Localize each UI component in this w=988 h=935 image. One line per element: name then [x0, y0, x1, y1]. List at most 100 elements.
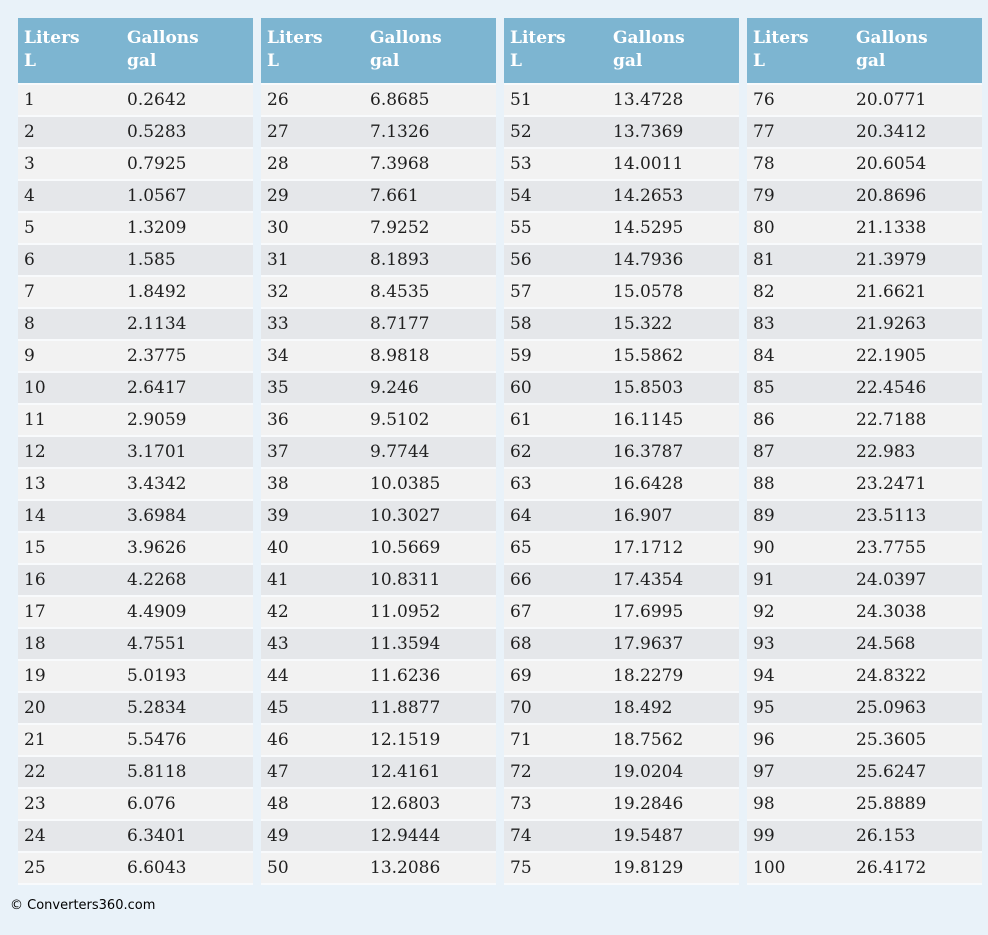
- liters-cell: 29: [261, 180, 366, 213]
- gallons-unit: gal: [613, 50, 643, 71]
- liters-cell: 82: [747, 276, 852, 309]
- liters-cell: 72: [504, 756, 609, 789]
- gallons-cell: 16.3787: [609, 436, 739, 469]
- gallons-cell: 23.5113: [852, 500, 982, 533]
- table-row: 78 20.6054: [747, 148, 982, 181]
- gallons-cell: 22.1905: [852, 340, 982, 373]
- gallons-column-header: Gallons gal: [123, 18, 253, 85]
- liters-cell: 35: [261, 372, 366, 405]
- liters-cell: 71: [504, 724, 609, 757]
- table-row: 95 25.0963: [747, 692, 982, 725]
- liters-cell: 94: [747, 660, 852, 693]
- table-row: 39 10.3027: [261, 500, 496, 533]
- table-row: 5 1.3209: [18, 212, 253, 245]
- gallons-cell: 3.9626: [123, 532, 253, 565]
- gallons-cell: 25.0963: [852, 692, 982, 725]
- gallons-cell: 7.3968: [366, 148, 496, 181]
- liters-cell: 92: [747, 596, 852, 629]
- liters-cell: 64: [504, 500, 609, 533]
- liters-cell: 93: [747, 628, 852, 661]
- table-row: 16 4.2268: [18, 564, 253, 597]
- liters-cell: 86: [747, 404, 852, 437]
- liters-cell: 74: [504, 820, 609, 853]
- table-row: 54 14.2653: [504, 180, 739, 213]
- table-row: 3 0.7925: [18, 148, 253, 181]
- gallons-column-header: Gallons gal: [852, 18, 982, 85]
- gallons-cell: 25.8889: [852, 788, 982, 821]
- table-row: 59 15.5862: [504, 340, 739, 373]
- liters-cell: 41: [261, 564, 366, 597]
- gallons-cell: 1.585: [123, 244, 253, 277]
- liters-cell: 84: [747, 340, 852, 373]
- liters-cell: 91: [747, 564, 852, 597]
- table-row: 83 21.9263: [747, 308, 982, 341]
- gallons-cell: 20.6054: [852, 148, 982, 181]
- gallons-unit: gal: [370, 50, 400, 71]
- table-row: 47 12.4161: [261, 756, 496, 789]
- liters-cell: 5: [18, 212, 123, 245]
- liters-cell: 3: [18, 148, 123, 181]
- table-row: 13 3.4342: [18, 468, 253, 501]
- table-row: 22 5.8118: [18, 756, 253, 789]
- liters-cell: 20: [18, 692, 123, 725]
- gallons-cell: 22.4546: [852, 372, 982, 405]
- gallons-cell: 23.7755: [852, 532, 982, 565]
- table-row: 50 13.2086: [261, 852, 496, 885]
- gallons-cell: 4.2268: [123, 564, 253, 597]
- gallons-cell: 5.5476: [123, 724, 253, 757]
- liters-column-header: Liters L: [261, 18, 366, 85]
- liters-cell: 43: [261, 628, 366, 661]
- table-row: 55 14.5295: [504, 212, 739, 245]
- gallons-cell: 14.0011: [609, 148, 739, 181]
- table-row: 62 16.3787: [504, 436, 739, 469]
- liters-cell: 15: [18, 532, 123, 565]
- table-row: 36 9.5102: [261, 404, 496, 437]
- table-row: 14 3.6984: [18, 500, 253, 533]
- table-row: 34 8.9818: [261, 340, 496, 373]
- table-row: 44 11.6236: [261, 660, 496, 693]
- liters-cell: 73: [504, 788, 609, 821]
- table-row: 76 20.0771: [747, 84, 982, 117]
- table-row: 69 18.2279: [504, 660, 739, 693]
- gallons-cell: 10.3027: [366, 500, 496, 533]
- gallons-cell: 11.3594: [366, 628, 496, 661]
- liters-cell: 22: [18, 756, 123, 789]
- gallons-cell: 9.7744: [366, 436, 496, 469]
- gallons-cell: 7.661: [366, 180, 496, 213]
- liters-cell: 10: [18, 372, 123, 405]
- table-row: 10 2.6417: [18, 372, 253, 405]
- gallons-cell: 20.3412: [852, 116, 982, 149]
- table-row: 70 18.492: [504, 692, 739, 725]
- liters-cell: 38: [261, 468, 366, 501]
- liters-cell: 96: [747, 724, 852, 757]
- liters-cell: 57: [504, 276, 609, 309]
- liters-cell: 13: [18, 468, 123, 501]
- table-row: 67 17.6995: [504, 596, 739, 629]
- liters-cell: 67: [504, 596, 609, 629]
- liters-cell: 69: [504, 660, 609, 693]
- liters-cell: 99: [747, 820, 852, 853]
- gallons-cell: 17.4354: [609, 564, 739, 597]
- gallons-cell: 15.322: [609, 308, 739, 341]
- liters-cell: 61: [504, 404, 609, 437]
- table-row: 84 22.1905: [747, 340, 982, 373]
- gallons-cell: 21.9263: [852, 308, 982, 341]
- table-row: 20 5.2834: [18, 692, 253, 725]
- gallons-cell: 9.246: [366, 372, 496, 405]
- liters-cell: 42: [261, 596, 366, 629]
- gallons-cell: 8.9818: [366, 340, 496, 373]
- liters-cell: 34: [261, 340, 366, 373]
- table-row: 82 21.6621: [747, 276, 982, 309]
- table-row: 89 23.5113: [747, 500, 982, 533]
- gallons-cell: 24.3038: [852, 596, 982, 629]
- liters-label: Liters: [510, 28, 566, 49]
- table-row: 52 13.7369: [504, 116, 739, 149]
- footer-credit: © Converters360.com: [10, 898, 156, 913]
- conversion-table-26-50: Liters L Gallons gal 26 6.8685 27 7.1326 28 7…: [261, 18, 496, 885]
- gallons-cell: 25.6247: [852, 756, 982, 789]
- table-row: 60 15.8503: [504, 372, 739, 405]
- liters-cell: 49: [261, 820, 366, 853]
- gallons-cell: 21.6621: [852, 276, 982, 309]
- table-row: 8 2.1134: [18, 308, 253, 341]
- liters-unit: L: [753, 50, 765, 71]
